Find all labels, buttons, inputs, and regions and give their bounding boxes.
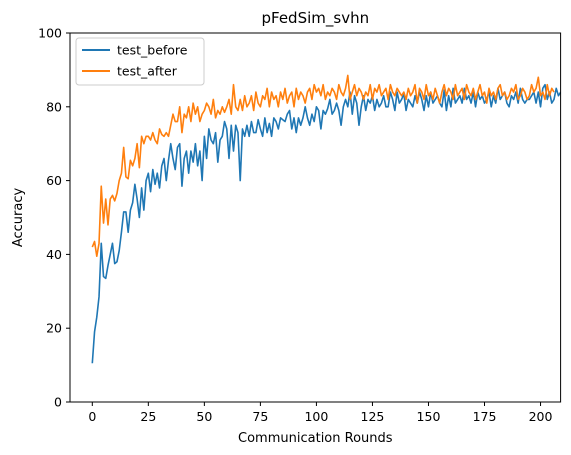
y-axis-label: Accuracy (11, 188, 26, 248)
y-tick-label: 0 (54, 395, 62, 410)
x-axis: 0 25 50 75 100 125 150 175 200 (88, 402, 553, 424)
y-tick-label: 60 (46, 173, 62, 188)
x-tick-label: 200 (529, 409, 553, 424)
legend-label-test-after: test_after (117, 64, 178, 79)
y-tick-label: 100 (38, 26, 62, 41)
x-tick-label: 150 (417, 409, 441, 424)
series-layer (91, 74, 561, 364)
y-tick-label: 80 (46, 99, 62, 114)
legend-label-test-before: test_before (117, 43, 188, 58)
plot-area-frame (69, 32, 562, 403)
legend: test_before test_after (75, 37, 205, 86)
x-tick-label: 175 (473, 409, 497, 424)
x-tick-label: 0 (88, 409, 96, 424)
x-tick-label: 125 (361, 409, 385, 424)
y-axis: 0 20 40 60 80 100 (38, 26, 70, 410)
x-tick-label: 50 (196, 409, 212, 424)
series-line-test-before (91, 83, 561, 364)
chart-title: pFedSim_svhn (262, 9, 370, 28)
x-tick-label: 100 (304, 409, 328, 424)
series-line-test-after (91, 74, 555, 258)
x-tick-label: 75 (252, 409, 268, 424)
y-tick-label: 20 (46, 321, 62, 336)
x-tick-label: 25 (140, 409, 156, 424)
y-tick-label: 40 (46, 247, 62, 262)
x-axis-label: Communication Rounds (238, 431, 393, 446)
